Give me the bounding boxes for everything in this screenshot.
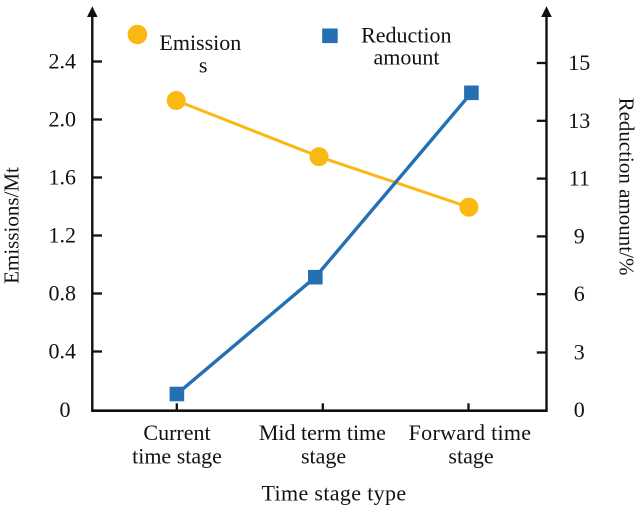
svg-text:time stage: time stage (132, 444, 222, 469)
svg-text:Reduction: Reduction (361, 22, 451, 47)
svg-text:Time stage type: Time stage type (262, 481, 407, 506)
svg-text:s: s (199, 53, 208, 78)
svg-text:2.0: 2.0 (49, 107, 77, 132)
svg-text:2.4: 2.4 (49, 49, 77, 74)
svg-text:0.4: 0.4 (49, 339, 77, 364)
svg-text:0: 0 (574, 397, 585, 422)
svg-text:1.2: 1.2 (49, 223, 77, 248)
svg-text:0.8: 0.8 (49, 281, 77, 306)
svg-text:stage: stage (301, 444, 346, 469)
svg-text:Emission: Emission (159, 30, 241, 55)
svg-text:15: 15 (568, 50, 590, 75)
svg-text:Reduction amount/%: Reduction amount/% (615, 98, 639, 276)
svg-text:11: 11 (569, 166, 590, 191)
svg-text:Forward time: Forward time (409, 420, 532, 445)
svg-text:Mid term time: Mid term time (259, 420, 386, 445)
svg-text:6: 6 (574, 281, 585, 306)
svg-text:stage: stage (448, 444, 493, 469)
svg-text:0: 0 (60, 397, 71, 422)
svg-text:13: 13 (568, 108, 590, 133)
svg-text:3: 3 (574, 340, 585, 365)
svg-text:1.6: 1.6 (49, 165, 77, 190)
svg-text:9: 9 (574, 223, 585, 248)
svg-text:Current: Current (143, 420, 210, 445)
svg-text:amount: amount (374, 45, 440, 70)
svg-text:Emissions/Mt: Emissions/Mt (0, 167, 24, 284)
